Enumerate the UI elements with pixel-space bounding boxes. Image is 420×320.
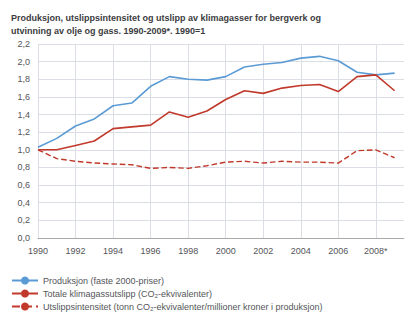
svg-text:1996: 1996 (141, 246, 161, 256)
svg-text:1,2: 1,2 (17, 127, 30, 137)
svg-text:Utslippsintensitet (tonn CO₂-e: Utslippsintensitet (tonn CO₂-ekvivalente… (43, 302, 323, 312)
svg-text:0,0: 0,0 (17, 233, 30, 243)
svg-text:0,6: 0,6 (17, 180, 30, 190)
svg-text:2002: 2002 (253, 246, 273, 256)
svg-text:1994: 1994 (103, 246, 123, 256)
svg-text:0,8: 0,8 (17, 162, 30, 172)
svg-text:1998: 1998 (178, 246, 198, 256)
svg-text:utvinning av olje og gass. 199: utvinning av olje og gass. 1990-2009*. 1… (11, 26, 205, 36)
svg-text:0,4: 0,4 (17, 198, 30, 208)
svg-text:2006: 2006 (328, 246, 348, 256)
svg-text:2008*: 2008* (364, 246, 388, 256)
svg-text:Totale klimagassutslipp (CO₂-e: Totale klimagassutslipp (CO₂-ekvivalente… (43, 289, 212, 299)
svg-text:Produksjon, utslippsintensitet: Produksjon, utslippsintensitet og utslip… (11, 13, 321, 23)
svg-text:Produksjon (faste 2000-priser): Produksjon (faste 2000-priser) (43, 276, 164, 286)
svg-text:1992: 1992 (66, 246, 86, 256)
svg-text:0,2: 0,2 (17, 215, 30, 225)
svg-text:1,8: 1,8 (17, 74, 30, 84)
svg-text:2000: 2000 (216, 246, 236, 256)
svg-text:2,2: 2,2 (17, 39, 30, 49)
svg-text:2,0: 2,0 (17, 57, 30, 67)
svg-text:1990: 1990 (28, 246, 48, 256)
svg-text:1,6: 1,6 (17, 92, 30, 102)
svg-text:1,0: 1,0 (17, 145, 30, 155)
svg-text:1,4: 1,4 (17, 110, 30, 120)
svg-text:2004: 2004 (291, 246, 311, 256)
